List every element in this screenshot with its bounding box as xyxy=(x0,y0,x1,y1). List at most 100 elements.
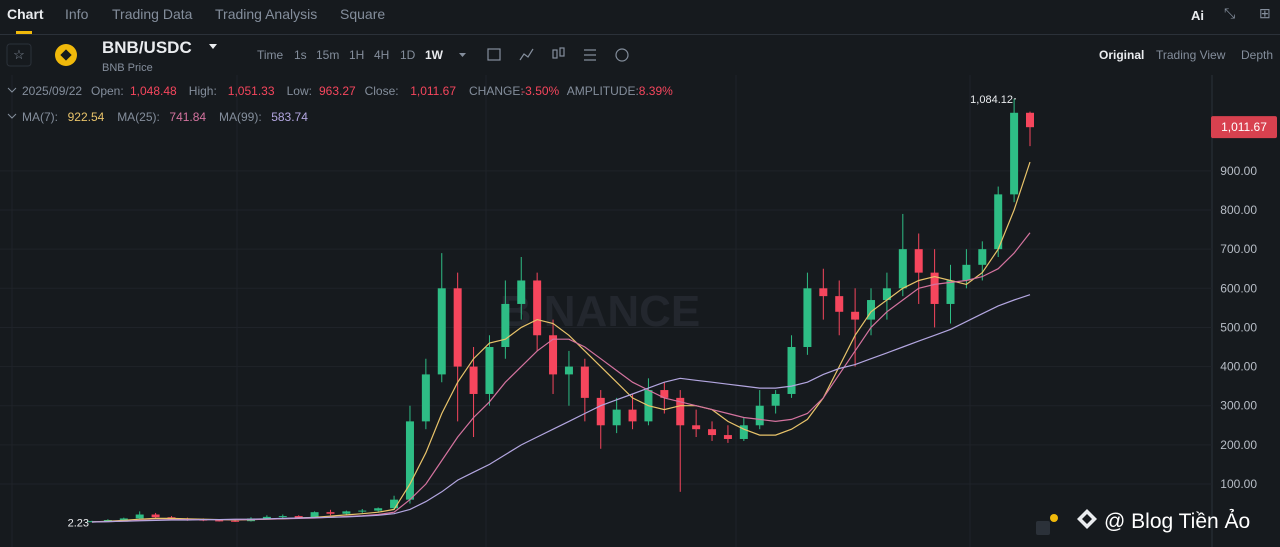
candle-body xyxy=(612,409,621,426)
ma-label: MA(99): xyxy=(219,110,262,124)
candle-body xyxy=(278,516,287,518)
ma-value: 922.54 xyxy=(68,110,105,124)
last-price-tag xyxy=(1211,116,1277,139)
candle-body xyxy=(755,405,764,426)
ma-value: 583.74 xyxy=(271,110,308,124)
logo-icon xyxy=(1077,509,1097,529)
footer-watermark: @ Blog Tiền Ảo xyxy=(1104,510,1250,533)
ma-value: 741.84 xyxy=(169,110,206,124)
tab[interactable]: Trading Analysis xyxy=(215,6,318,22)
watermark: BINANCE xyxy=(500,287,700,336)
collapse-button[interactable]: ⤡ xyxy=(1224,5,1236,21)
info-value: 1,051.33 xyxy=(228,84,275,98)
candle-icon[interactable] xyxy=(559,47,565,57)
y-tick-label: 900.00 xyxy=(1220,164,1257,178)
interval-button[interactable]: 1W xyxy=(425,48,444,62)
interval-button[interactable]: 1D xyxy=(400,48,416,62)
candle-body xyxy=(326,512,335,514)
more-intervals[interactable] xyxy=(459,53,466,57)
y-tick-label: 100.00 xyxy=(1220,477,1257,491)
interval-button[interactable]: 4H xyxy=(374,48,389,62)
interval-button[interactable]: 1H xyxy=(349,48,364,62)
info-value: 1,011.67 xyxy=(410,84,456,98)
candle-body xyxy=(1026,112,1034,128)
pair-dropdown[interactable] xyxy=(209,44,217,49)
info-label: CHANGE: xyxy=(469,84,524,98)
candle-body xyxy=(723,435,732,439)
y-tick-label: 500.00 xyxy=(1220,320,1257,334)
candle-body xyxy=(835,296,844,312)
candle-body xyxy=(103,519,112,522)
ma-label: MA(25): xyxy=(117,110,160,124)
y-tick-label: 400.00 xyxy=(1220,360,1257,374)
info-label: High: xyxy=(189,84,217,98)
candle-body xyxy=(676,397,685,426)
pair-subtitle: BNB Price xyxy=(102,62,153,74)
line-icon[interactable] xyxy=(519,48,534,61)
candle-body xyxy=(549,335,558,375)
candle-body xyxy=(533,280,542,336)
view-mode-group: Original Trading View Depth xyxy=(1099,48,1273,62)
candle-body xyxy=(580,366,589,398)
ma-line xyxy=(91,232,1031,523)
info-label: Close: xyxy=(365,84,399,98)
y-tick-label: 300.00 xyxy=(1220,399,1257,413)
coin-logo-mark xyxy=(60,49,72,61)
candle-body xyxy=(739,425,748,439)
candle-body xyxy=(342,511,351,514)
candle-body xyxy=(994,194,1003,250)
grid-button[interactable]: ⊞ xyxy=(1259,5,1271,21)
candle-body xyxy=(1010,112,1019,195)
favorite-button[interactable] xyxy=(6,43,32,67)
candle-body xyxy=(819,288,828,297)
tab[interactable]: Square xyxy=(340,6,386,22)
candle-body xyxy=(517,280,526,304)
tab[interactable]: Info xyxy=(65,6,89,22)
info-label: AMPLITUDE: xyxy=(567,84,639,98)
info-value: 1,048.48 xyxy=(130,84,177,98)
tab[interactable]: Chart xyxy=(7,6,44,22)
candle-body xyxy=(390,499,399,509)
candle-body xyxy=(946,280,955,304)
y-tick-label: 600.00 xyxy=(1220,281,1257,295)
y-tick-label: 800.00 xyxy=(1220,203,1257,217)
interval-button[interactable]: 1s xyxy=(294,48,307,62)
candle-body xyxy=(978,249,987,265)
ma-line xyxy=(91,294,1031,523)
ai-button[interactable]: Ai xyxy=(1191,8,1204,23)
interval-button[interactable]: Time xyxy=(257,48,284,62)
candle-body xyxy=(914,249,923,273)
view-mode-button[interactable]: Trading View xyxy=(1156,48,1226,62)
candle-body xyxy=(374,508,383,511)
info-value: 8.39% xyxy=(639,84,673,98)
notes-button[interactable] xyxy=(1036,521,1050,535)
ma-line xyxy=(91,161,1031,523)
settings-icon[interactable] xyxy=(584,49,596,61)
indicator-icon[interactable] xyxy=(487,48,501,61)
collapse-icon[interactable] xyxy=(7,87,17,93)
view-mode-button[interactable]: Depth xyxy=(1241,48,1273,62)
info-label: Open: xyxy=(91,84,124,98)
interval-button[interactable]: 15m xyxy=(316,48,339,62)
interval-group: Time 1s 15m 1H 4H 1D 1W xyxy=(257,48,444,62)
y-tick-label: 200.00 xyxy=(1220,438,1257,452)
candle-body xyxy=(882,288,891,301)
candle-body xyxy=(405,421,414,500)
info-value: -3.50% xyxy=(521,84,559,98)
chart: 100.00 200.00 300.00 400.00 500.00 600.00 700.… xyxy=(0,75,1277,547)
candle-icon[interactable] xyxy=(552,49,558,59)
collapse-icon[interactable] xyxy=(7,113,17,119)
y-tick-label: 700.00 xyxy=(1220,242,1257,256)
tab[interactable]: Trading Data xyxy=(112,6,193,22)
depth-icon[interactable] xyxy=(615,48,629,62)
pair-name[interactable]: BNB/USDC xyxy=(102,38,192,57)
candle-body xyxy=(692,425,701,430)
view-mode-button[interactable]: Original xyxy=(1099,48,1144,62)
candle-body xyxy=(437,288,446,375)
info-value: 963.27 xyxy=(319,84,356,98)
candle-body xyxy=(962,264,971,281)
candle-body xyxy=(564,366,573,375)
